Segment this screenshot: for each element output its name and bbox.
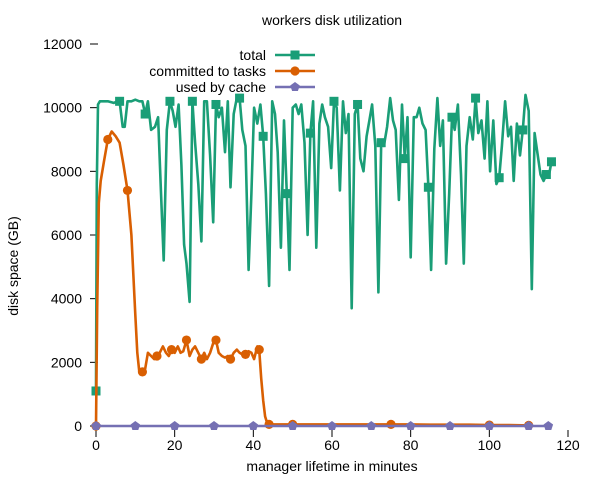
legend-marker: [290, 66, 300, 76]
y-tick-label: 8000: [51, 163, 82, 179]
data-point: [122, 185, 133, 196]
legend-marker: [290, 50, 300, 60]
data-point: [211, 99, 221, 109]
series-line: [94, 93, 553, 393]
data-point: [282, 189, 292, 199]
data-point: [445, 421, 455, 430]
data-point: [541, 170, 551, 180]
data-point: [366, 421, 377, 430]
data-point: [103, 134, 113, 145]
data-point: [211, 335, 221, 345]
data-point: [264, 419, 274, 430]
y-tick-label: 4000: [51, 291, 82, 307]
data-point: [258, 131, 268, 141]
series-layer: [91, 93, 556, 431]
data-point: [137, 367, 148, 377]
series-line: [94, 130, 531, 428]
data-point: [353, 99, 363, 109]
x-tick-label: 120: [556, 437, 580, 453]
data-point: [386, 419, 396, 430]
data-point: [447, 112, 457, 122]
data-point: [187, 96, 197, 106]
data-point: [209, 421, 219, 430]
data-point: [471, 93, 481, 103]
data-point: [305, 128, 315, 138]
data-point: [248, 421, 259, 430]
axes: 0 2000 4000 6000 8000 10000 12000 0 20 40 60 80 100 1…: [43, 36, 580, 453]
data-point: [91, 421, 101, 430]
data-point: [494, 173, 504, 183]
x-tick-label: 100: [478, 437, 502, 453]
x-tick-label: 40: [246, 437, 262, 453]
legend-label: committed to tasks: [149, 63, 266, 79]
data-point: [329, 96, 339, 106]
data-point: [196, 354, 207, 364]
y-tick-label: 2000: [51, 354, 82, 370]
data-point: [400, 154, 410, 164]
legend-label: used by cache: [176, 79, 266, 95]
data-point: [130, 421, 141, 430]
data-point: [546, 157, 556, 167]
data-point: [165, 96, 175, 106]
data-point: [115, 96, 125, 106]
x-tick-label: 80: [403, 437, 419, 453]
legend-label: total: [240, 47, 266, 63]
data-point: [376, 138, 386, 148]
y-axis-label: disk space (GB): [5, 216, 21, 316]
data-point: [140, 109, 150, 119]
data-point: [240, 349, 251, 359]
x-tick-label: 0: [92, 437, 100, 453]
data-point: [287, 421, 298, 430]
y-tick-label: 10000: [43, 100, 82, 116]
data-point: [327, 421, 337, 430]
data-point: [254, 345, 264, 355]
data-point: [484, 421, 495, 430]
data-point: [405, 421, 416, 430]
data-point: [518, 125, 528, 135]
series-used-by-cache: [91, 421, 554, 430]
y-tick-label: 0: [74, 418, 82, 434]
data-point: [523, 421, 534, 430]
data-point: [225, 354, 236, 364]
chart-title: workers disk utilization: [261, 12, 402, 28]
data-point: [543, 421, 554, 430]
x-axis-label: manager lifetime in minutes: [246, 458, 417, 474]
data-point: [235, 93, 245, 103]
y-tick-label: 6000: [51, 227, 82, 243]
legend-marker: [290, 82, 300, 91]
data-point: [423, 182, 433, 192]
data-point: [152, 351, 162, 361]
x-tick-label: 20: [167, 437, 183, 453]
series-total: [91, 93, 556, 396]
x-tick-label: 60: [324, 437, 340, 453]
data-point: [169, 421, 180, 430]
y-tick-label: 12000: [43, 36, 82, 52]
data-point: [166, 345, 177, 355]
data-point: [181, 335, 192, 345]
